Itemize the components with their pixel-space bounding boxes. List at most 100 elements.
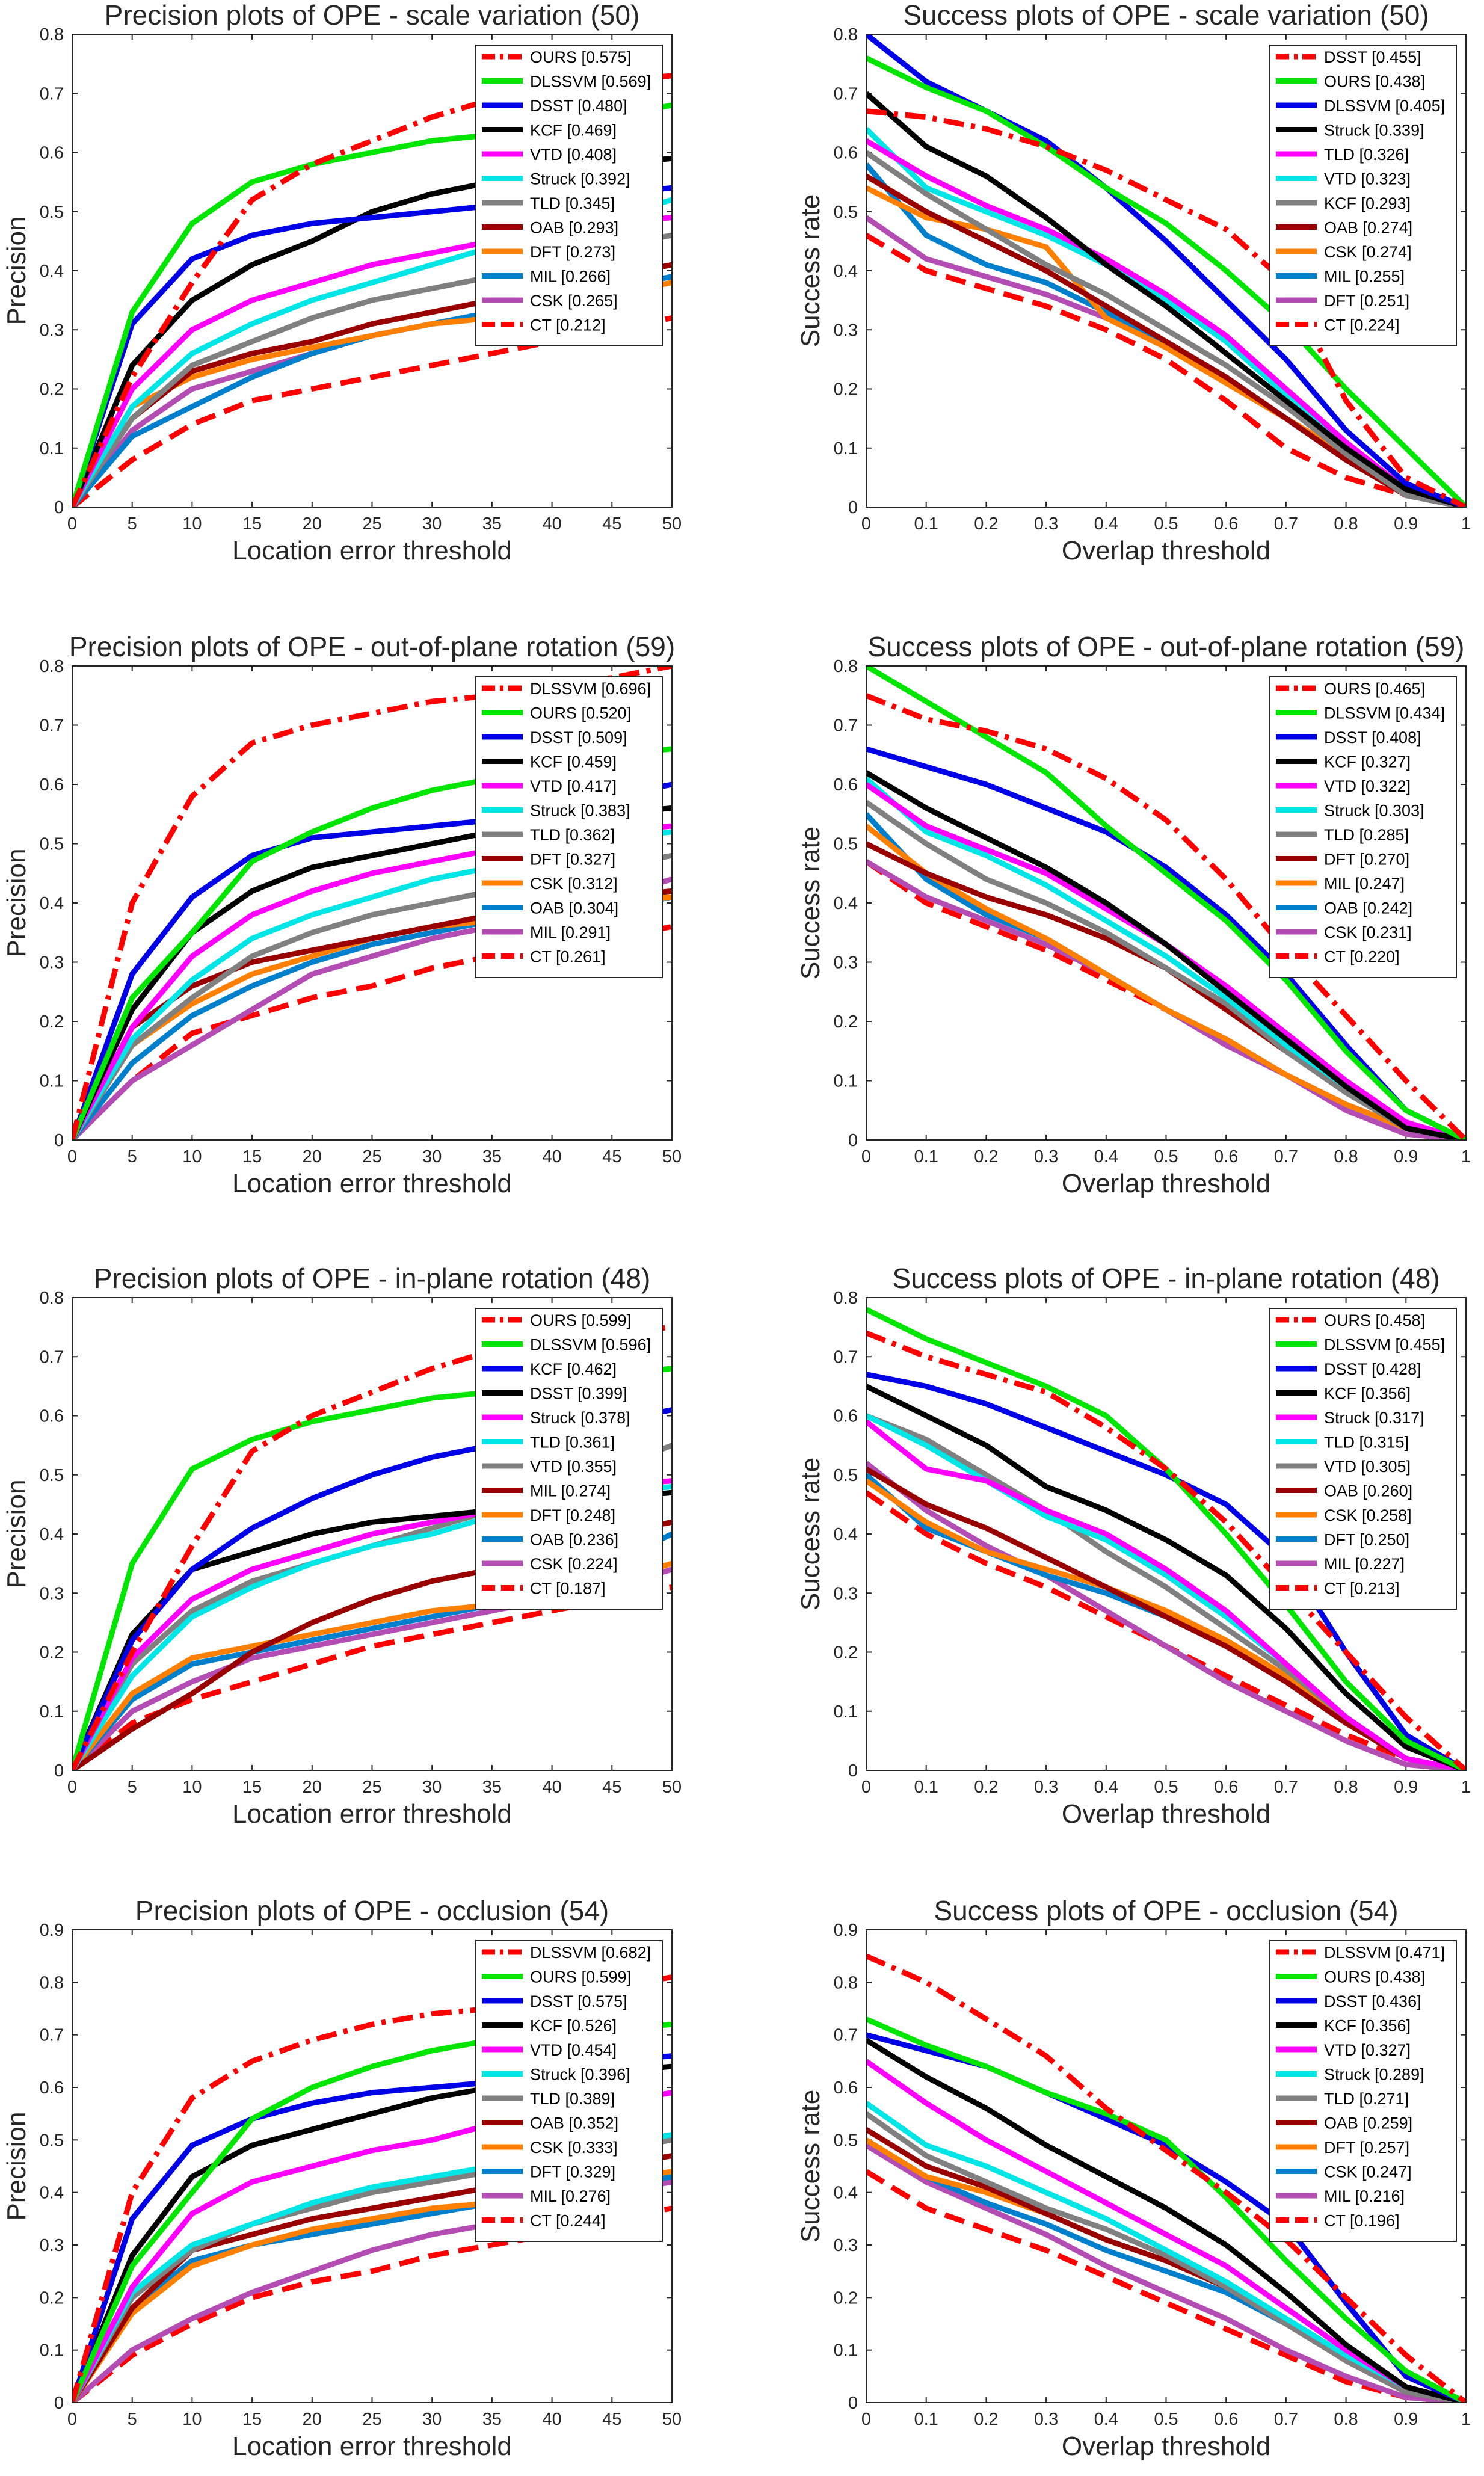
legend-entry: DLSSVM [0.596] — [530, 1336, 651, 1354]
legend-entry: CT [0.224] — [1324, 316, 1400, 334]
legend-entry: DLSSVM [0.569] — [530, 73, 651, 91]
legend-entry: Struck [0.378] — [530, 1409, 630, 1427]
legend: DLSSVM [0.471] OURS [0.438] DSST [0.436] KC… — [1269, 1940, 1457, 2242]
legend-entry: OURS [0.458] — [1324, 1311, 1425, 1329]
x-tick-label: 35 — [482, 514, 502, 534]
x-axis-label: Overlap threshold — [1062, 1799, 1270, 1829]
y-tick-label: 0.4 — [40, 262, 64, 281]
x-tick-label: 0.9 — [1394, 514, 1418, 534]
legend-entry: CSK [0.258] — [1324, 1506, 1412, 1524]
x-tick-label: 1 — [1461, 1147, 1471, 1166]
legend-entry: KCF [0.459] — [530, 753, 617, 771]
series-line — [72, 1974, 672, 2403]
y-tick-label: 0.3 — [40, 953, 64, 973]
series-line — [866, 138, 1466, 507]
y-tick-label: 0.8 — [40, 1289, 64, 1308]
legend-entry: CSK [0.231] — [1324, 923, 1412, 941]
y-tick-label: 0.2 — [40, 380, 64, 399]
legend-entry: KCF [0.526] — [530, 2017, 617, 2035]
legend-entry: DSST [0.428] — [1324, 1360, 1421, 1378]
series-line — [866, 799, 1466, 1140]
chart-title: Precision plots of OPE - scale variation… — [105, 0, 640, 31]
legend-entry: TLD [0.271] — [1324, 2090, 1409, 2108]
y-tick-label: 0.6 — [834, 775, 858, 795]
axes-box — [72, 1297, 673, 1771]
legend-entry: KCF [0.327] — [1324, 753, 1411, 771]
x-tick-label: 20 — [303, 514, 322, 534]
x-tick-label: 0.7 — [1274, 1778, 1298, 1797]
legend-entry: DLSSVM [0.682] — [530, 1944, 651, 1962]
y-tick-label: 0.6 — [834, 2078, 858, 2098]
x-tick-label: 0.4 — [1094, 1147, 1118, 1166]
legend-box — [475, 45, 663, 346]
legend-entry: MIL [0.216] — [1324, 2187, 1405, 2205]
x-tick-label: 0.3 — [1034, 2410, 1058, 2429]
legend-entry: OAB [0.274] — [1324, 219, 1412, 237]
legend-entry: DFT [0.327] — [530, 851, 615, 869]
y-tick-label: 0.2 — [40, 1012, 64, 1032]
legend-entry: OAB [0.293] — [530, 219, 618, 237]
x-tick-label: 0 — [861, 1147, 871, 1166]
y-tick-label: 0 — [848, 2394, 858, 2413]
x-tick-label: 0.1 — [914, 1778, 938, 1797]
legend-entry: Struck [0.289] — [1324, 2066, 1424, 2084]
x-tick-label: 40 — [542, 1778, 561, 1797]
x-tick-label: 0 — [67, 514, 77, 534]
x-tick-label: 5 — [128, 1778, 137, 1797]
series-line — [866, 2169, 1466, 2403]
y-tick-label: 0.2 — [40, 2288, 64, 2308]
legend-entry: DLSSVM [0.455] — [1324, 1336, 1445, 1354]
x-tick-label: 0.9 — [1394, 1147, 1418, 1166]
legend: DLSSVM [0.682] OURS [0.599] DSST [0.575] KC… — [475, 1940, 663, 2242]
y-tick-label: 0.3 — [40, 1584, 64, 1603]
y-tick-label: 0.1 — [834, 2341, 858, 2361]
y-tick-label: 0.1 — [40, 439, 64, 458]
legend-entry: CT [0.220] — [1324, 948, 1400, 966]
x-tick-label: 0.2 — [974, 1147, 998, 1166]
y-tick-label: 0.6 — [40, 1407, 64, 1426]
y-tick-label: 0.6 — [40, 144, 64, 163]
y-tick-label: 0.4 — [40, 894, 64, 913]
y-tick-label: 0.2 — [834, 1012, 858, 1032]
y-tick-label: 0.3 — [834, 321, 858, 340]
x-tick-label: 10 — [182, 514, 202, 534]
x-tick-label: 0.2 — [974, 514, 998, 534]
legend-entry: CT [0.261] — [530, 948, 606, 966]
x-tick-label: 35 — [482, 2410, 502, 2429]
x-tick-label: 40 — [542, 514, 561, 534]
y-axis-label: Success rate — [796, 1458, 825, 1610]
chart-panel-4: Success plots of OPE - out-of-plane rota… — [796, 631, 1471, 1198]
x-tick-label: 0.4 — [1094, 1778, 1118, 1797]
legend-entry: OAB [0.259] — [1324, 2114, 1412, 2133]
legend-entry: MIL [0.255] — [1324, 268, 1405, 286]
legend-entry: DFT [0.329] — [530, 2163, 615, 2181]
y-tick-label: 0.2 — [834, 1643, 858, 1663]
x-axis-label: Overlap threshold — [1062, 2431, 1270, 2461]
x-tick-label: 15 — [242, 514, 262, 534]
legend-entry: OURS [0.599] — [530, 1968, 631, 1986]
legend-entry: CT [0.212] — [530, 316, 606, 334]
x-tick-label: 50 — [662, 1147, 682, 1166]
x-tick-label: 30 — [422, 2410, 442, 2429]
legend: OURS [0.575] DLSSVM [0.569] DSST [0.480] KC… — [475, 45, 663, 346]
y-tick-label: 0.5 — [40, 1466, 64, 1485]
legend-entry: OAB [0.352] — [530, 2114, 618, 2133]
y-tick-label: 0.4 — [834, 2184, 858, 2203]
axes-box — [72, 34, 673, 508]
legend-entry: VTD [0.327] — [1324, 2041, 1411, 2059]
x-tick-label: 20 — [303, 1147, 322, 1166]
legend-entry: DSST [0.455] — [1324, 48, 1421, 66]
x-tick-label: 0.2 — [974, 2410, 998, 2429]
series-lines — [866, 1307, 1466, 1770]
y-axis-label: Precision — [2, 849, 31, 958]
y-tick-label: 0.9 — [834, 1921, 858, 1940]
x-tick-label: 50 — [662, 514, 682, 534]
x-tick-label: 20 — [303, 1778, 322, 1797]
series-lines — [866, 1953, 1466, 2403]
x-axis-label: Overlap threshold — [1062, 536, 1270, 565]
series-line — [866, 1372, 1466, 1770]
x-tick-label: 45 — [602, 1778, 621, 1797]
y-tick-label: 0.6 — [40, 775, 64, 795]
legend-entry: TLD [0.326] — [1324, 146, 1409, 164]
y-tick-label: 0.6 — [834, 1407, 858, 1426]
